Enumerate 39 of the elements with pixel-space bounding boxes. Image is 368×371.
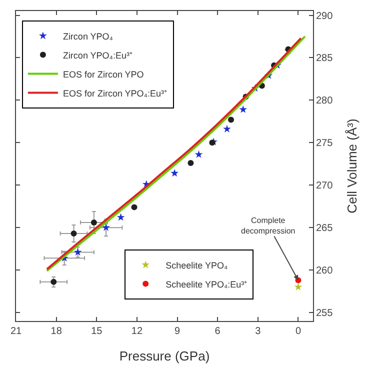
point: [170, 169, 179, 177]
point: [209, 140, 216, 146]
point: [294, 282, 302, 290]
x-tick-label: 3: [255, 326, 262, 337]
point: [223, 124, 231, 132]
x-tick-label: 0: [295, 326, 302, 337]
legend-label: Scheelite YPO₄:Eu³⁺: [166, 279, 248, 290]
legend-label: Zircon YPO₄:Eu³⁺: [62, 50, 132, 60]
legend-label: Scheelite YPO₄: [166, 260, 228, 270]
point: [90, 219, 97, 226]
y-tick-label: 260: [316, 266, 334, 277]
x-tick-label: 9: [174, 326, 180, 337]
y-tick-label: 275: [316, 138, 334, 150]
x-tick-label: 12: [131, 326, 143, 337]
legend-label: Zircon YPO₄: [62, 31, 114, 42]
point: [50, 278, 57, 285]
legend-label: EOS for Zircon YPO: [62, 69, 144, 80]
point: [102, 223, 110, 231]
point: [194, 150, 203, 158]
point: [188, 160, 194, 166]
x-tick-label: 18: [50, 326, 62, 337]
point: [116, 213, 125, 221]
x-tick-label: 6: [214, 326, 221, 337]
point: [239, 105, 248, 113]
y-tick-label: 255: [316, 308, 334, 320]
y-tick-label: 265: [316, 223, 334, 234]
point: [228, 116, 234, 123]
y-tick-label: 270: [316, 180, 334, 192]
x-tick-label: 21: [10, 326, 22, 337]
x-axis-title: Pressure (GPa): [119, 348, 210, 364]
annotation: Complete decompression: [241, 216, 296, 236]
y-axis-title: Cell Volume (Å³): [344, 118, 360, 214]
y-tick-label: 290: [316, 10, 334, 22]
y-tick-label: 285: [316, 53, 334, 64]
x-tick-label: 15: [91, 326, 103, 337]
legend-label: EOS for Zircon YPO₄:Eu³⁺: [62, 88, 167, 98]
y-tick-label: 280: [316, 96, 334, 107]
point: [131, 204, 138, 210]
point: [70, 230, 77, 237]
